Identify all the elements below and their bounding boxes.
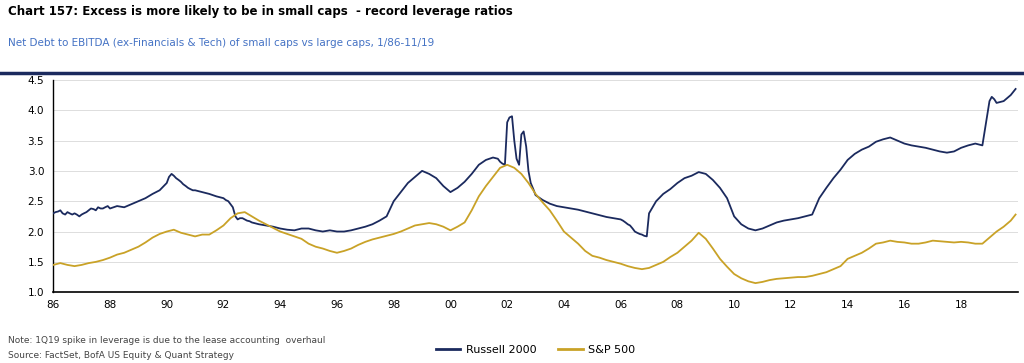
Text: Note: 1Q19 spike in leverage is due to the lease accounting  overhaul: Note: 1Q19 spike in leverage is due to t… <box>8 336 326 345</box>
Text: Source: FactSet, BofA US Equity & Quant Strategy: Source: FactSet, BofA US Equity & Quant … <box>8 351 234 360</box>
Legend: Russell 2000, S&P 500: Russell 2000, S&P 500 <box>431 340 640 359</box>
Text: Chart 157: Excess is more likely to be in small caps  - record leverage ratios: Chart 157: Excess is more likely to be i… <box>8 5 513 19</box>
Text: Net Debt to EBITDA (ex-Financials & Tech) of small caps vs large caps, 1/86-11/1: Net Debt to EBITDA (ex-Financials & Tech… <box>8 38 434 48</box>
